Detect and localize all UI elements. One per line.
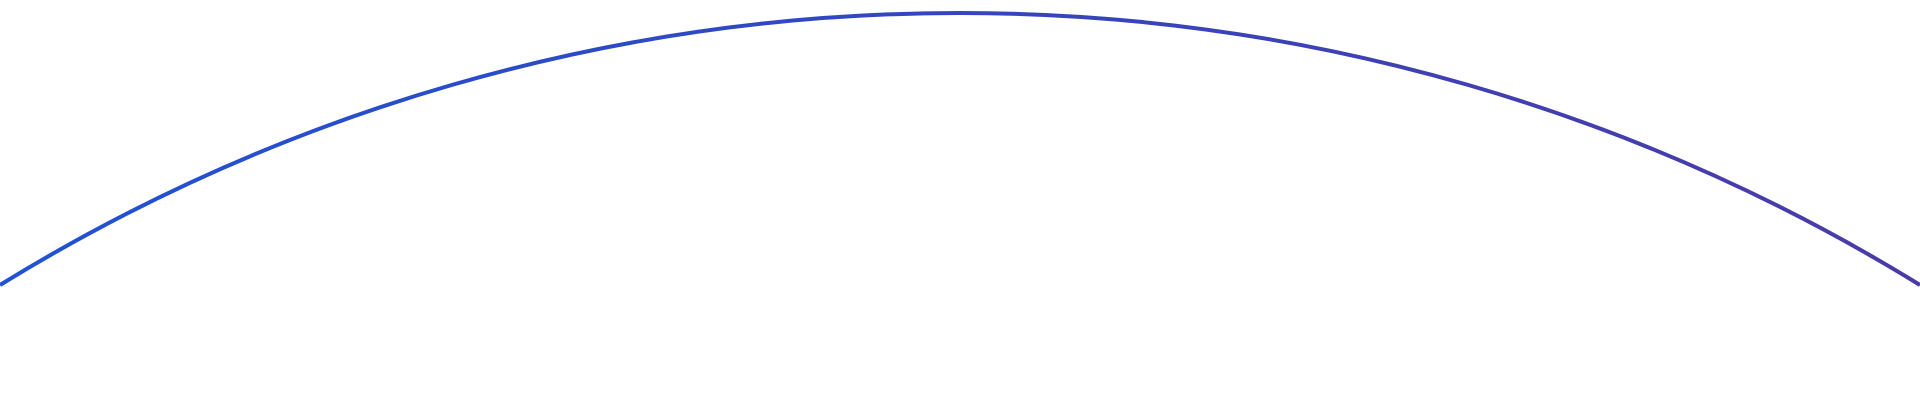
decorative-arc [0, 11, 1920, 287]
